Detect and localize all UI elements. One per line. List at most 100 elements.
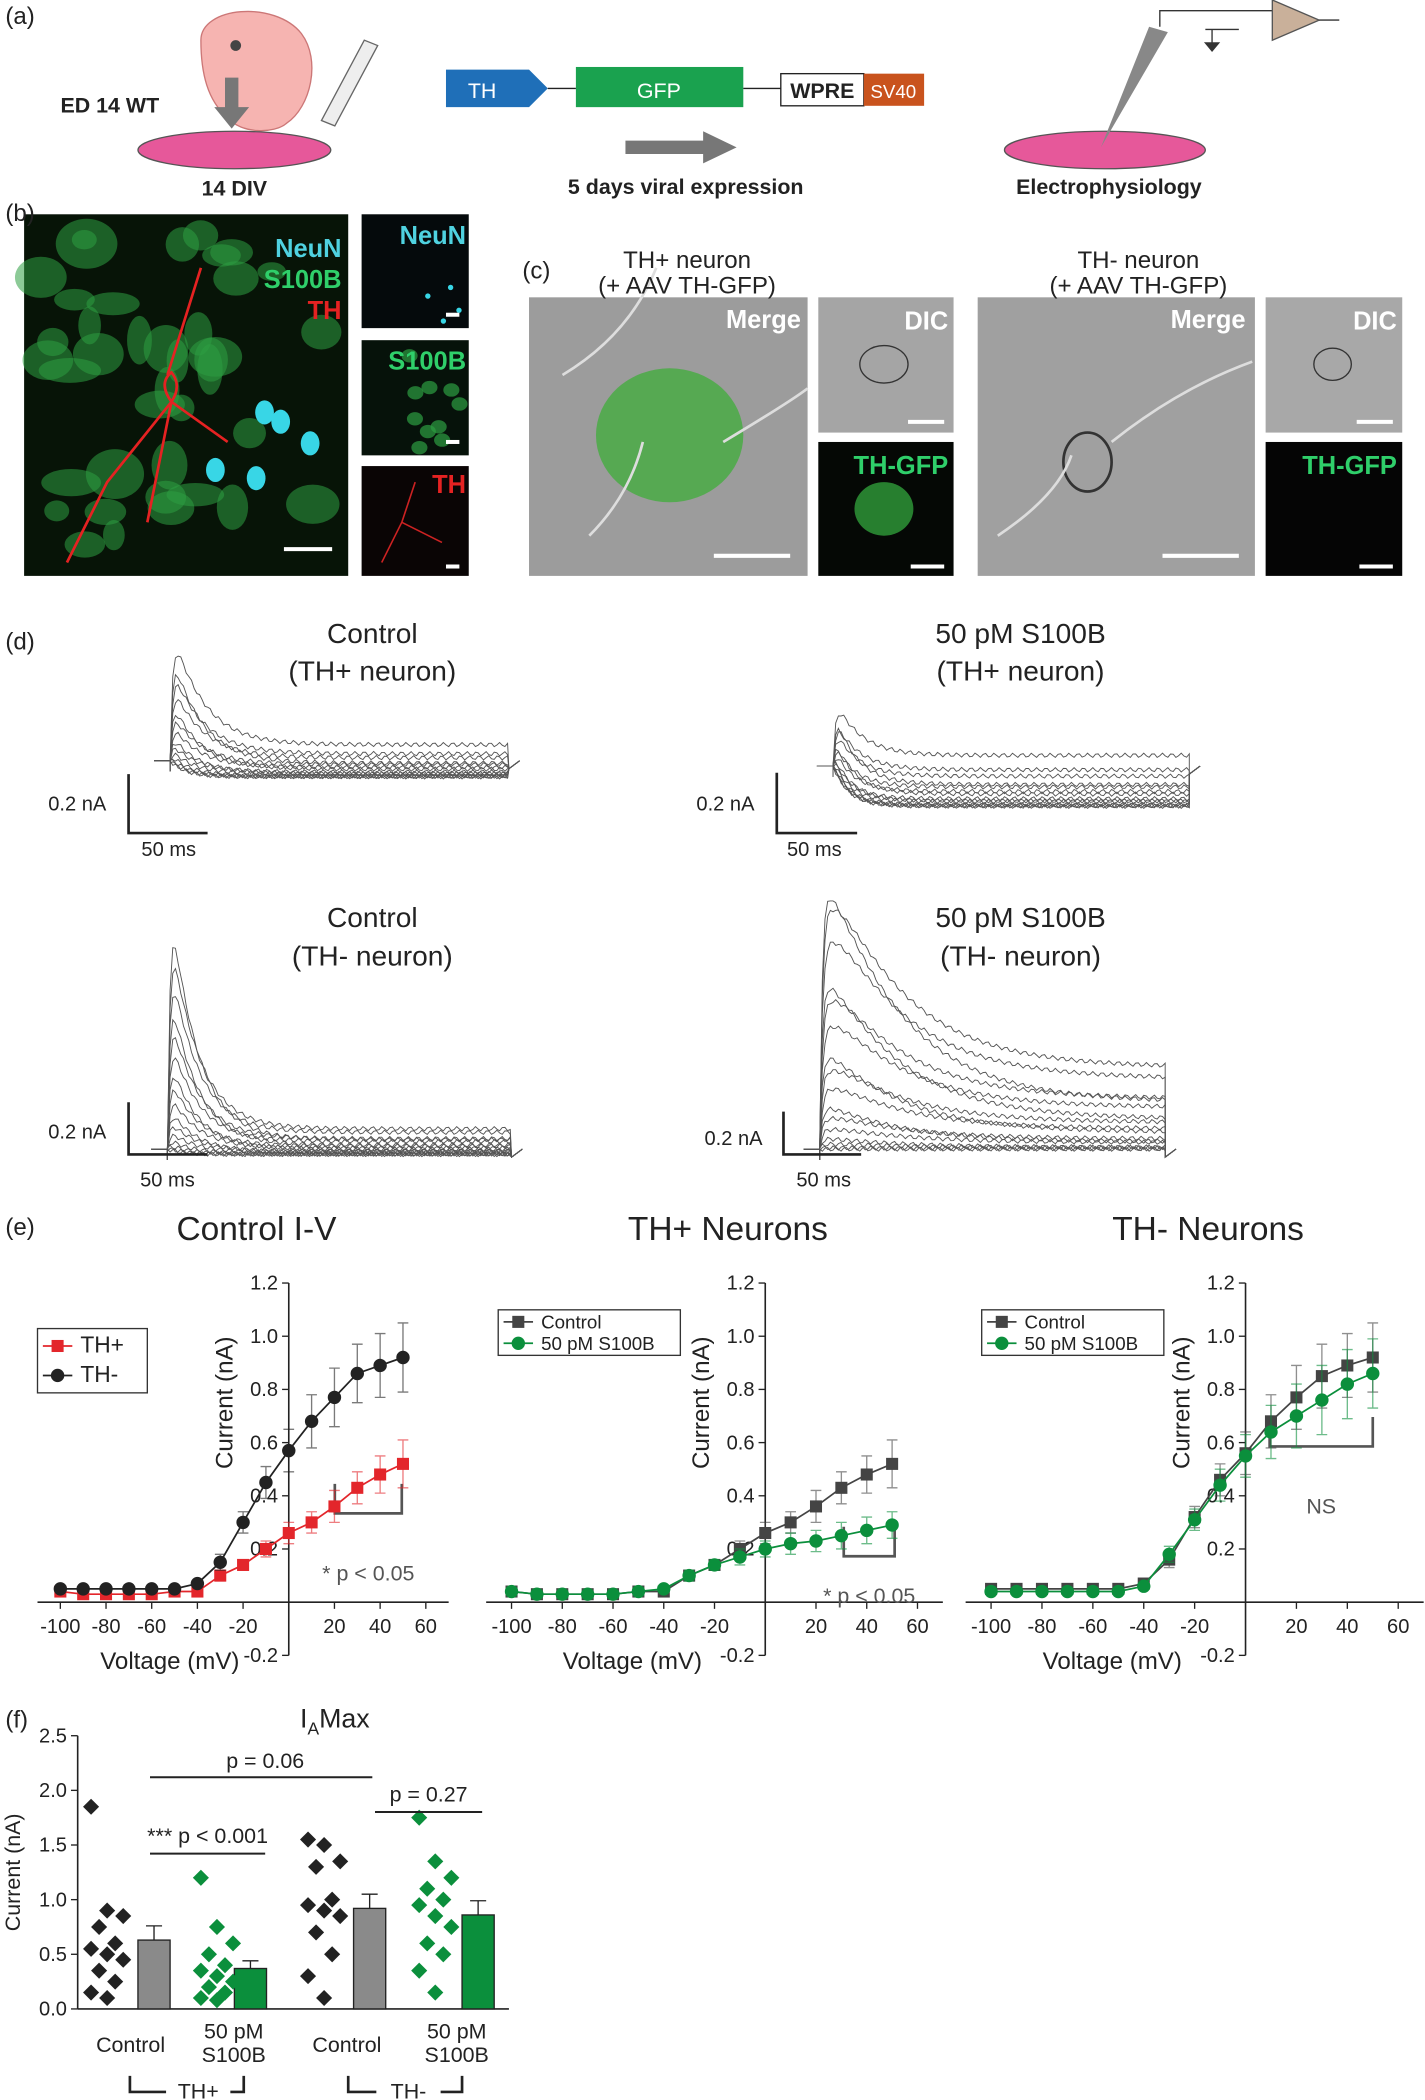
x-tick-label: -100 (40, 1616, 80, 1638)
chart-title: TH- Neurons (1112, 1211, 1304, 1248)
cell (421, 380, 438, 395)
data-point (427, 1908, 444, 1925)
line-chart: Control I-V-100-80-60-40-20204060-0.20.2… (36, 1211, 449, 1675)
cell (401, 349, 418, 363)
y-tick-label: 1.0 (39, 1889, 67, 1911)
data-point (99, 1946, 116, 1963)
data-point (443, 1918, 460, 1936)
trace (154, 758, 520, 779)
trace (816, 727, 1201, 788)
cell (213, 261, 259, 296)
trace (154, 655, 520, 772)
series-line (60, 1463, 404, 1596)
significance-label: p = 0.27 (390, 1782, 468, 1806)
trace (803, 1126, 1177, 1160)
bar (352, 1907, 387, 2010)
data-point (316, 1836, 333, 1854)
marker (784, 1516, 797, 1529)
legend-marker (995, 1315, 1008, 1328)
marker (504, 1584, 519, 1599)
marker (167, 1582, 182, 1596)
trace (151, 1036, 523, 1160)
marker (809, 1500, 823, 1513)
data-point (200, 1979, 217, 1996)
data-point (115, 1908, 132, 1925)
cell (301, 314, 342, 350)
title-sub: A (307, 1718, 319, 1738)
cell (54, 288, 95, 311)
construct-label: SV40 (870, 81, 916, 102)
x-axis-title: Voltage (mV) (100, 1648, 239, 1675)
data-point (83, 1984, 100, 2001)
y-tick-label: 1.0 (1207, 1326, 1235, 1348)
marker (304, 1414, 319, 1429)
bar-chart: IAMax 0.0 0.5 1.0 1.5 2.0 2.5 Current (nA) Contr… (1, 1704, 509, 2100)
cell (451, 397, 468, 411)
data-point (308, 1924, 325, 1941)
cell (406, 412, 423, 426)
cell (14, 256, 67, 298)
panel-label: (c) (522, 258, 550, 285)
data-point (208, 1992, 225, 2009)
data-point (332, 1853, 349, 1870)
bar (461, 1914, 495, 2010)
y-tick-label: 0.6 (727, 1432, 755, 1454)
marker (236, 1515, 250, 1530)
annotation: * p < 0.05 (322, 1561, 414, 1585)
cell (202, 244, 241, 267)
y-tick-label: -0.2 (720, 1645, 755, 1667)
trace (816, 714, 1201, 777)
x-tick-label: -100 (971, 1616, 1011, 1638)
trace (816, 731, 1201, 777)
data-point (208, 1968, 225, 1985)
error-bar (145, 1925, 163, 1941)
trace (803, 900, 1177, 1160)
data-point (411, 1962, 428, 1979)
cell (447, 284, 454, 291)
trace (154, 757, 520, 779)
channel-label: S100B (264, 266, 342, 294)
y-axis-title: Current (nA) (1, 1813, 25, 1931)
annotation: NS (1306, 1494, 1336, 1518)
legend-box (36, 1327, 148, 1394)
marker (1366, 1366, 1380, 1381)
image-subtitle: (+ AAV TH-GFP) (598, 272, 776, 299)
neuron (65, 267, 229, 564)
neurite (561, 267, 1253, 537)
marker (606, 1587, 620, 1601)
x-tick-label: 40 (369, 1616, 391, 1638)
x-tick-label: 50 pM S100B (425, 2019, 489, 2067)
panel-label: (a) (5, 3, 34, 30)
marker (237, 1558, 250, 1571)
channel-label: TH (432, 471, 466, 499)
cell (411, 440, 428, 455)
current-traces (151, 655, 1201, 1160)
data-point (225, 1935, 242, 1952)
marker (122, 1582, 136, 1596)
marker (190, 1576, 205, 1591)
trace-title: Control (327, 902, 418, 933)
x-tick-label: -20 (1180, 1616, 1209, 1638)
data-point (324, 1891, 341, 1908)
cell (206, 457, 225, 483)
panel-label: (d) (5, 629, 34, 656)
marker (373, 1358, 387, 1373)
cell (216, 484, 249, 530)
marker (555, 1587, 569, 1601)
neuron (380, 481, 443, 563)
construct-label: TH (468, 79, 497, 103)
group-label: TH- (391, 2080, 427, 2100)
marker (328, 1500, 341, 1513)
marker (809, 1534, 823, 1548)
trace (816, 765, 1201, 809)
line-chart: TH+ Neurons-100-80-60-40-20204060-0.20.2… (486, 1211, 943, 1675)
marker (305, 1516, 318, 1529)
legend-marker (51, 1339, 64, 1353)
cell (197, 344, 223, 395)
marker (886, 1457, 899, 1470)
scale-label: 50 ms (140, 1170, 195, 1192)
marker (759, 1526, 772, 1540)
trace (151, 947, 523, 1160)
cell (257, 262, 286, 281)
legend-marker (50, 1368, 65, 1383)
